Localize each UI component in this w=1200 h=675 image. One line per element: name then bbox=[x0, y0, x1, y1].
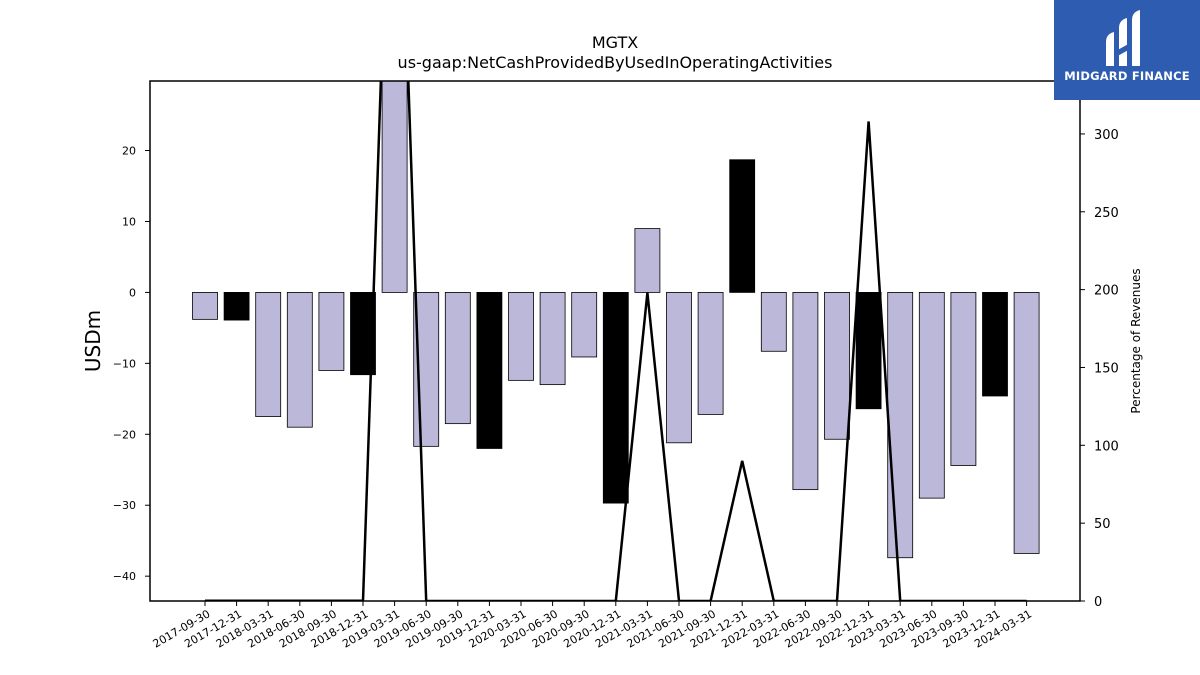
y-tick-label: −20 bbox=[113, 428, 136, 441]
x-axis: 2017-09-302017-12-312018-03-312018-06-30… bbox=[151, 601, 1034, 651]
bar bbox=[476, 292, 503, 449]
bar bbox=[571, 292, 598, 358]
y2-tick-label: 200 bbox=[1094, 284, 1119, 299]
bars-group bbox=[192, 81, 1040, 559]
bar bbox=[223, 292, 250, 321]
y-tick-label: −30 bbox=[113, 499, 136, 512]
bar bbox=[729, 159, 756, 293]
bar bbox=[1013, 292, 1040, 554]
bar bbox=[508, 292, 534, 381]
bar bbox=[286, 292, 313, 428]
y2-tick-label: 0 bbox=[1094, 595, 1102, 610]
chart-title: MGTX bbox=[592, 33, 638, 52]
y2-tick-label: 150 bbox=[1094, 361, 1119, 376]
logo-text: MIDGARD FINANCE bbox=[1064, 69, 1190, 83]
y2-tick-label: 300 bbox=[1094, 128, 1119, 143]
y2-axis-label: Percentage of Revenues bbox=[1129, 268, 1143, 413]
bar bbox=[760, 292, 787, 352]
bar bbox=[255, 292, 282, 417]
y-tick-label: 20 bbox=[122, 145, 136, 158]
y-tick-label: −10 bbox=[113, 357, 136, 370]
y2-tick-label: 250 bbox=[1094, 206, 1119, 221]
logo-mark-icon bbox=[1106, 10, 1140, 66]
bar bbox=[824, 292, 850, 440]
y2-tick-label: 50 bbox=[1094, 517, 1111, 532]
chart-subtitle: us-gaap:NetCashProvidedByUsedInOperating… bbox=[398, 53, 833, 72]
bar bbox=[634, 228, 661, 293]
y-tick-label: 0 bbox=[129, 286, 136, 299]
bar bbox=[697, 292, 724, 415]
bar bbox=[192, 292, 218, 320]
y2-axis: 0 50 100 150 200 250 300 bbox=[1080, 128, 1119, 610]
bar bbox=[855, 292, 882, 410]
y2-tick-label: 100 bbox=[1094, 439, 1119, 454]
bar bbox=[792, 292, 819, 491]
y-tick-label: 10 bbox=[122, 215, 136, 228]
y-axis-label: USDm bbox=[81, 310, 105, 372]
midgard-finance-logo: MIDGARD FINANCE bbox=[1054, 0, 1200, 100]
bar bbox=[381, 81, 408, 293]
bar bbox=[444, 292, 471, 425]
bar bbox=[982, 292, 1008, 397]
bar bbox=[666, 292, 692, 444]
bar bbox=[918, 292, 945, 499]
y-axis: 20 10 0 −10 −20 −30 −40 bbox=[113, 145, 150, 583]
bar bbox=[887, 292, 914, 559]
plot-frame bbox=[149, 80, 1081, 602]
y-tick-label: −40 bbox=[113, 570, 136, 583]
bar bbox=[539, 292, 566, 386]
bar bbox=[318, 292, 345, 371]
bar bbox=[602, 292, 629, 504]
bar bbox=[950, 292, 977, 466]
